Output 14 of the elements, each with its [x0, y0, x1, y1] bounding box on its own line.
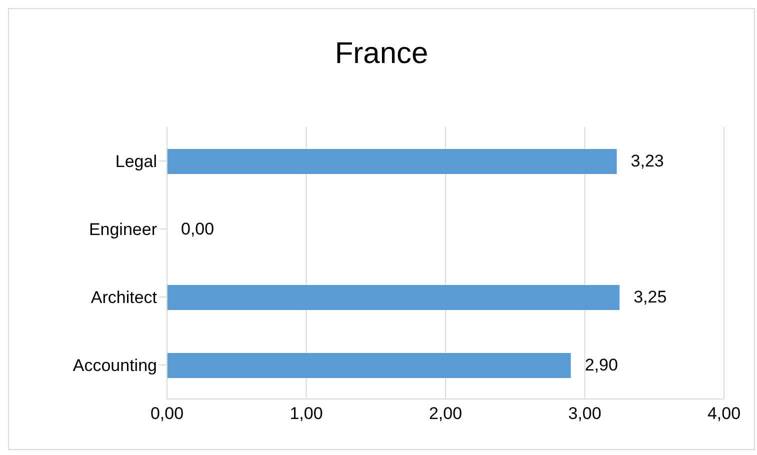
data-label: 2,90 [584, 356, 618, 374]
data-label: 3,23 [630, 152, 664, 170]
y-tick-label: Accounting [72, 356, 157, 376]
y-tick-label: Architect [90, 288, 158, 308]
data-label: 3,25 [634, 288, 667, 306]
x-tick-label: 4,00 [707, 404, 741, 424]
chart-title: France [334, 37, 430, 71]
y-tick-label: Legal [115, 152, 157, 172]
x-tick-label: 0,00 [150, 404, 184, 424]
data-label: 0,00 [181, 220, 214, 238]
x-tick-label: 3,00 [568, 404, 602, 424]
x-tick-label: 2,00 [428, 404, 462, 424]
y-tick-label: Engineer [88, 220, 158, 240]
x-tick-label: 1,00 [290, 404, 323, 424]
